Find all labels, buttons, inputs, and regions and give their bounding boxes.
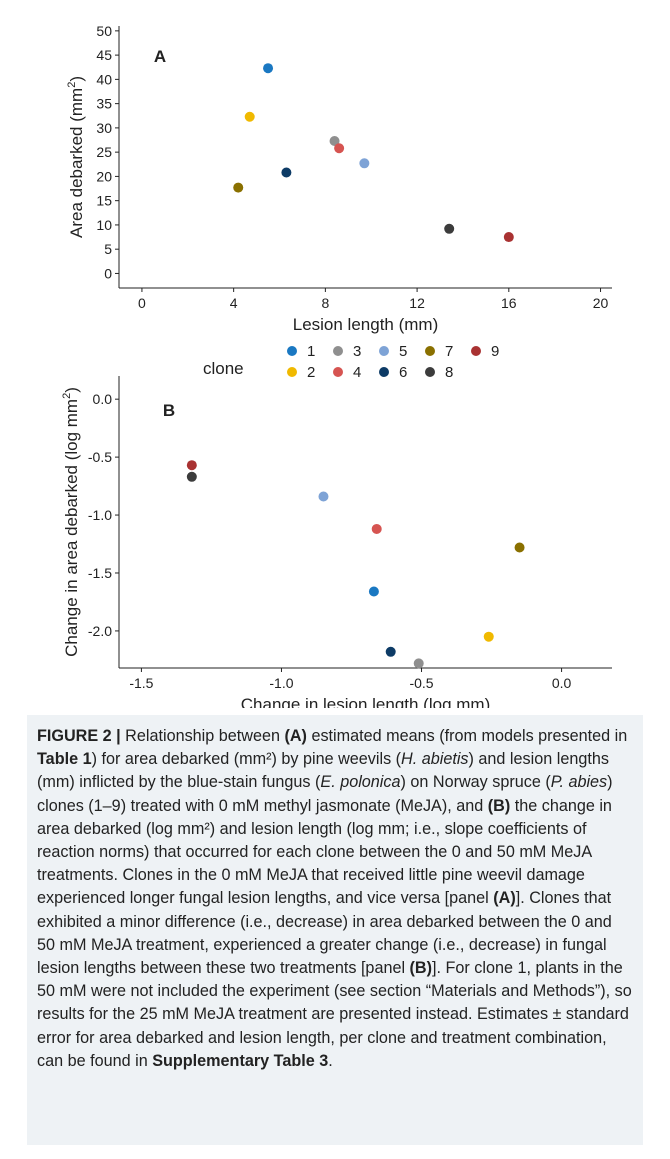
x-axis-title: Change in lesion length (log mm)	[241, 695, 490, 708]
y-tick-label: 35	[96, 96, 112, 112]
y-tick-label: 15	[96, 193, 112, 209]
legend-marker-clone-3	[333, 346, 343, 356]
y-tick-label: 40	[96, 71, 112, 87]
legend-label-clone-5: 5	[399, 343, 407, 360]
scatter-point-clone-7	[233, 182, 244, 193]
scatter-point-clone-7	[514, 542, 525, 553]
caption-italic: P. abies	[550, 773, 608, 792]
caption-text: estimated means (from models presented i…	[306, 727, 628, 745]
x-tick-label: -0.5	[409, 675, 433, 691]
legend-label-clone-1: 1	[307, 343, 315, 360]
scatter-point-clone-8	[186, 471, 197, 482]
caption-text: ) on Norway spruce (	[400, 773, 551, 792]
y-tick-label: -0.5	[88, 449, 112, 465]
caption-supplementary-ref[interactable]: Supplementary Table 3	[152, 1051, 329, 1070]
caption-bold: (A)	[493, 889, 516, 908]
scatter-point-clone-8	[444, 223, 455, 234]
x-tick-label: 8	[321, 295, 329, 311]
x-tick-label: -1.0	[269, 675, 293, 691]
legend-label-clone-2: 2	[307, 364, 315, 381]
y-tick-label: -1.0	[88, 507, 112, 523]
scatter-point-clone-5	[318, 491, 329, 502]
caption-bold: (B)	[409, 959, 433, 978]
legend-label-clone-8: 8	[445, 364, 453, 381]
scatter-point-clone-3	[329, 135, 340, 146]
legend-marker-clone-6	[379, 367, 389, 377]
scatter-point-clone-5	[359, 158, 370, 169]
caption-table-ref[interactable]: Table 1	[37, 750, 92, 769]
y-axis-title: Change in area debarked (log mm2)	[61, 387, 81, 657]
x-tick-label: 4	[230, 295, 238, 311]
caption-text: the change in area debarked (log mm²) an…	[37, 796, 612, 908]
scatter-point-clone-4	[334, 143, 345, 154]
legend-label-clone-6: 6	[399, 364, 407, 381]
legend-marker-clone-8	[425, 367, 435, 377]
legend-marker-clone-5	[379, 346, 389, 356]
x-tick-label: 20	[593, 295, 609, 311]
caption-italic: E. polonica	[320, 773, 401, 792]
y-tick-label: 20	[96, 168, 112, 184]
legend-label-clone-7: 7	[445, 343, 453, 360]
y-tick-label: 10	[96, 217, 112, 233]
caption-label: FIGURE 2 |	[37, 727, 121, 745]
y-tick-label: 25	[96, 144, 112, 160]
x-tick-label: 16	[501, 295, 517, 311]
y-tick-label: 0.0	[93, 391, 113, 407]
caption-text: ) and lesion lengths (mm) inflicted by t…	[37, 750, 609, 792]
caption-text: ) clones (1–9) treated with 0 mM methyl …	[37, 773, 613, 815]
y-tick-label: 50	[96, 23, 112, 39]
legend-marker-clone-2	[287, 367, 297, 377]
legend-marker-clone-4	[333, 367, 343, 377]
scatter-point-clone-6	[281, 167, 292, 178]
scatter-point-clone-3	[413, 658, 424, 669]
y-tick-label: -1.5	[88, 565, 112, 581]
panel-label: A	[154, 47, 166, 66]
y-tick-label: 0	[104, 265, 112, 281]
x-tick-label: 0	[138, 295, 146, 311]
scatter-point-clone-2	[244, 111, 255, 122]
legend-label-clone-9: 9	[491, 343, 499, 360]
caption-text: ) for area debarked (mm²) by pine weevil…	[91, 750, 402, 769]
scatter-point-clone-1	[263, 63, 274, 74]
legend-title: clone	[203, 359, 244, 378]
legend-marker-clone-1	[287, 346, 297, 356]
legend-label-clone-3: 3	[353, 343, 361, 360]
scatter-point-clone-2	[483, 631, 494, 642]
caption-bold: (B)	[487, 796, 511, 815]
scatter-point-clone-1	[368, 586, 379, 597]
x-axis-title: Lesion length (mm)	[293, 315, 439, 334]
caption-italic: H. abietis	[401, 750, 469, 769]
caption-text: .	[328, 1051, 333, 1070]
legend-marker-clone-7	[425, 346, 435, 356]
caption-bold: (A)	[284, 727, 307, 745]
x-tick-label: 0.0	[552, 675, 572, 691]
panel-label: B	[163, 401, 175, 420]
caption-text: ]. For clone 1, plants in the 50 mM were…	[37, 959, 632, 1070]
scatter-point-clone-9	[186, 460, 197, 471]
x-tick-label: -1.5	[129, 675, 153, 691]
legend-marker-clone-9	[471, 346, 481, 356]
legend-label-clone-4: 4	[353, 364, 361, 381]
scatter-point-clone-4	[371, 523, 382, 534]
y-tick-label: 45	[96, 47, 112, 63]
caption-text: Relationship between	[120, 727, 285, 745]
y-axis-title: Area debarked (mm2)	[66, 76, 86, 238]
figure-caption: FIGURE 2 | Relationship between (A) esti…	[27, 715, 643, 1145]
x-tick-label: 12	[409, 295, 425, 311]
scatter-point-clone-6	[385, 646, 396, 657]
y-tick-label: 30	[96, 120, 112, 136]
figure: 0 5 10 15 20 25 30 35 40 45 50 0 4 8 12 16 20 Lesion leng…	[27, 18, 637, 708]
y-tick-label: -2.0	[88, 623, 112, 639]
y-tick-label: 5	[104, 241, 112, 257]
caption-text: ]. Clones that exhibited a minor differe…	[37, 889, 612, 978]
scatter-point-clone-9	[503, 232, 514, 243]
